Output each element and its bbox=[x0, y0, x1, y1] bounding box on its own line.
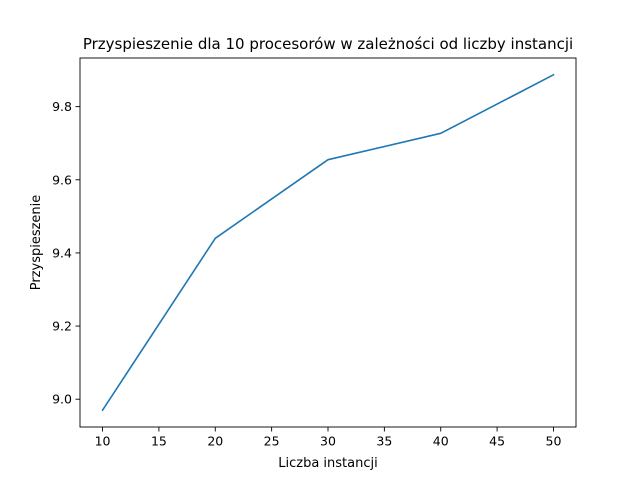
x-tick-label: 20 bbox=[207, 434, 223, 449]
y-tick-label: 9.0 bbox=[52, 392, 72, 407]
series-line bbox=[101, 73, 555, 412]
plot-frame bbox=[79, 57, 577, 428]
x-tick-label: 50 bbox=[546, 434, 562, 449]
y-tick-label: 9.2 bbox=[52, 319, 72, 334]
y-tick-label: 9.8 bbox=[52, 99, 72, 114]
chart-title: Przyspieszenie dla 10 procesorów w zależ… bbox=[83, 35, 573, 53]
x-axis-ticks: 10 15 20 25 30 35 40 45 50 bbox=[95, 427, 562, 449]
x-axis-label: Liczba instancji bbox=[278, 456, 377, 471]
x-tick-label: 10 bbox=[95, 434, 111, 449]
x-tick-label: 15 bbox=[151, 434, 167, 449]
y-axis-ticks: 9.0 9.2 9.4 9.6 9.8 bbox=[52, 99, 80, 407]
y-tick-label: 9.4 bbox=[52, 245, 72, 260]
y-axis-label: Przyspieszenie bbox=[29, 195, 44, 291]
x-tick-label: 35 bbox=[376, 434, 392, 449]
x-tick-label: 40 bbox=[433, 434, 449, 449]
x-tick-label: 25 bbox=[264, 434, 280, 449]
y-tick-label: 9.6 bbox=[52, 172, 72, 187]
x-tick-label: 45 bbox=[489, 434, 505, 449]
x-tick-label: 30 bbox=[320, 434, 336, 449]
plot-area bbox=[80, 58, 576, 427]
